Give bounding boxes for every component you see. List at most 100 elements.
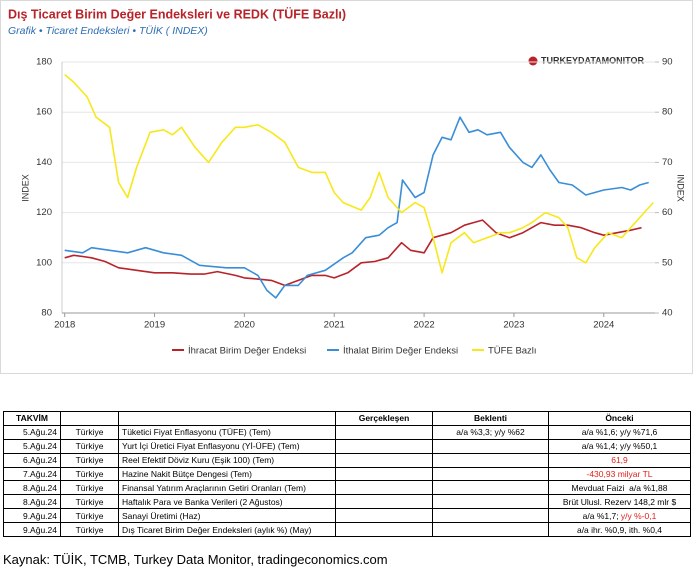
forecast-cell: a/a %3,3; y/y %62: [432, 424, 549, 440]
calendar-table: TAKVİM Gerçekleşen Beklenti Önceki 5.Ağu.24 T…: [3, 411, 691, 538]
y-tick-label: 120: [36, 207, 52, 218]
date-cell: 8.Ağu.24: [3, 480, 61, 496]
event-cell: Finansal Yatırım Araçlarının Getiri Oran…: [118, 480, 336, 496]
previous-text: 61,9: [611, 455, 628, 466]
x-tick-label: 2023: [503, 320, 524, 331]
y-tick-label: 180: [36, 57, 52, 68]
event-cell: Dış Ticaret Birim Değer Endeksleri (aylı…: [118, 522, 336, 538]
table-row: 8.Ağu.24 Türkiye Finansal Yatırım Araçları…: [3, 480, 691, 496]
chart-subtitle: Grafik • Ticaret Endeksleri • TÜİK ( IND…: [8, 25, 208, 37]
header-cell: Beklenti: [432, 411, 549, 426]
country-cell: Türkiye: [60, 438, 119, 454]
date-cell: 9.Ağu.24: [3, 522, 61, 538]
event-cell: Haftalık Para ve Banka Verileri (2 Ağust…: [118, 494, 336, 510]
table-row: 5.Ağu.24 Türkiye Yurt İçi Üretici Fiyat En…: [3, 438, 691, 454]
forecast-cell: [432, 522, 549, 538]
legend-label: TÜFE Bazlı: [488, 346, 537, 357]
forecast-cell: [432, 438, 549, 454]
x-tick-label: 2021: [324, 320, 345, 331]
table-row: 9.Ağu.24 Türkiye Sanayi Üretimi (Haz) a/a %…: [3, 508, 691, 524]
header-cell: Gerçekleşen: [335, 411, 433, 426]
actual-cell: [335, 508, 433, 524]
previous-text: a/a %1,6; y/y %71,6: [581, 427, 658, 438]
legend-label: İhracat Birim Değer Endeksi: [188, 346, 306, 357]
chart-frame: [0, 0, 693, 374]
forecast-cell: [432, 452, 549, 468]
y2-axis-label: INDEX: [676, 174, 686, 202]
actual-cell: [335, 452, 433, 468]
table-row: 7.Ağu.24 Türkiye Hazine Nakit Bütçe Denges…: [3, 466, 691, 482]
country-cell: Türkiye: [60, 508, 119, 524]
country-cell: Türkiye: [60, 494, 119, 510]
actual-cell: [335, 494, 433, 510]
date-cell: 9.Ağu.24: [3, 508, 61, 524]
y-tick-label: 80: [41, 308, 52, 319]
x-tick-label: 2022: [414, 320, 435, 331]
previous-text: Brüt Ulusl. Rezerv 148,2 mlr $: [562, 496, 677, 507]
date-cell: 7.Ağu.24: [3, 466, 61, 482]
previous-cell: a/a %1,7; y/y %-0,1: [548, 508, 691, 524]
country-cell: Türkiye: [60, 424, 119, 440]
header-cell: Önceki: [548, 411, 691, 426]
x-tick-label: 2019: [144, 320, 165, 331]
forecast-cell: [432, 508, 549, 524]
event-cell: Hazine Nakit Bütçe Dengesi (Tem): [118, 466, 336, 482]
previous-text: Mevduat Faizi a/a %1,88: [571, 482, 668, 493]
actual-cell: [335, 438, 433, 454]
chart-title: Dış Ticaret Birim Değer Endeksleri ve RE…: [8, 6, 346, 21]
logo-icon: [528, 56, 538, 66]
table-row: 5.Ağu.24 Türkiye Tüketici Fiyat Enflasyonu…: [3, 424, 691, 440]
table-row: 8.Ağu.24 Türkiye Haftalık Para ve Banka Ve…: [3, 494, 691, 510]
date-cell: 6.Ağu.24: [3, 452, 61, 468]
previous-cell: Mevduat Faizi a/a %1,88: [548, 480, 691, 496]
event-cell: Reel Efektif Döviz Kuru (Eşik 100) (Tem): [118, 452, 336, 468]
x-tick-label: 2024: [593, 320, 614, 331]
x-tick-label: 2018: [54, 320, 75, 331]
actual-cell: [335, 522, 433, 538]
previous-text: -430,93 milyar TL: [586, 469, 653, 479]
date-cell: 5.Ağu.24: [3, 424, 61, 440]
y2-tick-label: 40: [662, 308, 673, 319]
table-row: 6.Ağu.24 Türkiye Reel Efektif Döviz Kuru (…: [3, 452, 691, 468]
event-cell: Yurt İçi Üretici Fiyat Enflasyonu (Yİ-ÜF…: [118, 438, 336, 454]
y-tick-label: 160: [36, 107, 52, 118]
legend-label: İthalat Birim Değer Endeksi: [343, 346, 458, 357]
source: Kaynak: TÜİK, TCMB, Turkey Data Monitor,…: [3, 552, 388, 567]
previous-text: a/a %1,7;: [582, 510, 621, 521]
country-cell: Türkiye: [60, 452, 119, 468]
y2-tick-label: 50: [662, 257, 673, 268]
header-cell: TAKVİM: [3, 411, 61, 426]
y2-tick-label: 80: [662, 107, 673, 118]
y-axis-label: INDEX: [20, 174, 30, 202]
y2-tick-label: 90: [662, 57, 673, 68]
country-cell: Türkiye: [60, 522, 119, 538]
series-line: [64, 73, 654, 274]
series-line: [64, 219, 642, 287]
y2-tick-label: 70: [662, 157, 673, 168]
logo: TURKEYDATAMONITOR: [541, 55, 644, 65]
actual-cell: [335, 424, 433, 440]
country-cell: Türkiye: [60, 466, 119, 482]
y2-tick-label: 60: [662, 207, 673, 218]
previous-cell: 61,9: [548, 452, 691, 468]
previous-cell: a/a ihr. %0,9, ith. %0,4: [548, 522, 691, 538]
forecast-cell: [432, 466, 549, 482]
event-cell: Sanayi Üretimi (Haz): [118, 508, 336, 524]
previous-cell: a/a %1,4; y/y %50,1: [548, 438, 691, 454]
previous-text: a/a ihr. %0,9, ith. %0,4: [576, 524, 663, 535]
series-line: [64, 116, 649, 299]
header-cell: [118, 411, 336, 426]
header-cell: [60, 411, 119, 426]
header-row: TAKVİM Gerçekleşen Beklenti Önceki: [3, 411, 691, 426]
date-cell: 5.Ağu.24: [3, 438, 61, 454]
forecast-cell: [432, 480, 549, 496]
previous-cell: a/a %1,6; y/y %71,6: [548, 424, 691, 440]
y-tick-label: 100: [36, 257, 52, 268]
previous-cell: Brüt Ulusl. Rezerv 148,2 mlr $: [548, 494, 691, 510]
actual-cell: [335, 466, 433, 482]
previous-text: y/y %-0,1: [620, 510, 657, 521]
date-cell: 8.Ağu.24: [3, 494, 61, 510]
y-tick-label: 140: [36, 157, 52, 168]
table-row: 9.Ağu.24 Türkiye Dış Ticaret Birim Değer E…: [3, 522, 691, 538]
